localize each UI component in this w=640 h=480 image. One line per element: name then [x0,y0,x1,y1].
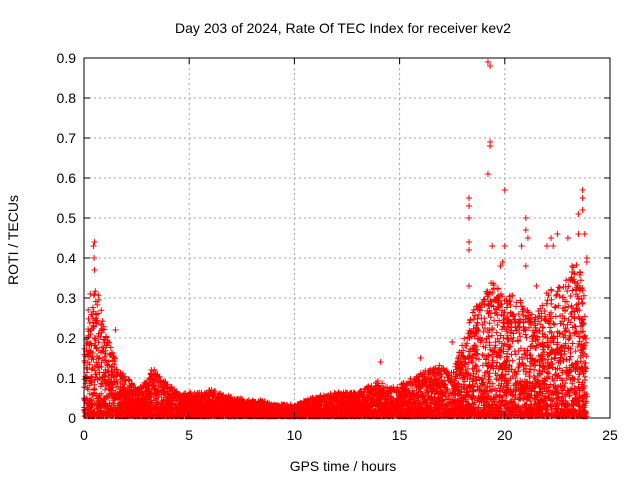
roti-outlier-point [501,243,508,249]
x-tick-label: 25 [602,427,618,443]
roti-outlier-point [487,63,494,69]
y-tick-label: 0.4 [57,250,77,266]
roti-outlier-point [91,267,98,273]
y-tick-label: 0.2 [57,330,77,346]
roti-outlier-point [581,231,588,237]
roti-outlier-point [484,59,491,65]
roti-outlier-point [449,339,456,345]
roti-outlier-point [466,247,473,253]
y-tick-label: 0.9 [57,50,77,66]
roti-outlier-point [487,143,494,149]
roti-outlier-point [522,215,529,221]
roti-outlier-point [564,235,571,241]
x-tick-label: 0 [80,427,88,443]
roti-outlier-point [579,195,586,201]
x-tick-label: 15 [392,427,408,443]
roti-outlier-point [377,359,384,365]
roti-outlier-point [583,259,590,265]
roti-outlier-point [91,239,98,245]
roti-outlier-point [499,259,506,265]
roti-outlier-point [579,207,586,213]
roti-outlier-point [484,171,491,177]
roti-outlier-point [548,235,555,241]
y-tick-label: 0 [68,410,76,426]
x-tick-label: 5 [185,427,193,443]
roti-outlier-point [148,367,155,373]
roti-outlier-point [91,255,98,261]
roti-outlier-point [579,187,586,193]
roti-outlier-point [466,203,473,209]
y-tick-label: 0.7 [57,130,77,146]
y-tick-label: 0.6 [57,170,77,186]
roti-outlier-point [87,291,94,297]
roti-outlier-point [112,327,119,333]
roti-outlier-point [466,195,473,201]
y-tick-label: 0.8 [57,90,77,106]
y-axis-label: ROTI / TECUs [5,195,21,285]
roti-outlier-point [543,243,550,249]
roti-outlier-point [554,231,561,237]
chart-title: Day 203 of 2024, Rate Of TEC Index for r… [175,20,511,36]
y-tick-label: 0.3 [57,290,77,306]
roti-outlier-point [550,243,557,249]
roti-outlier-point [575,211,582,217]
roti-outlier-point [90,243,97,249]
roti-outlier-point [501,187,508,193]
x-tick-label: 10 [287,427,303,443]
roti-outlier-point [466,239,473,245]
roti-outlier-point [497,263,504,269]
x-axis-label: GPS time / hours [290,458,397,474]
y-tick-label: 0.1 [57,370,77,386]
roti-outlier-point [466,215,473,221]
roti-outlier-point [524,235,531,241]
y-tick-label: 0.5 [57,210,77,226]
x-tick-label: 20 [497,427,513,443]
data-points [81,59,590,420]
roti-outlier-point [518,243,525,249]
roti-outlier-point [466,283,473,289]
roti-outlier-point [533,283,540,289]
roti-outlier-point [489,243,496,249]
roti-outlier-point [569,263,576,269]
roti-outlier-point [575,231,582,237]
roti-outlier-point [85,307,92,313]
roti-point-cloud [81,262,590,420]
roti-outlier-point [522,263,529,269]
plot-border [83,57,611,419]
roti-outlier-point [417,355,424,361]
roti-outlier-point [522,227,529,233]
